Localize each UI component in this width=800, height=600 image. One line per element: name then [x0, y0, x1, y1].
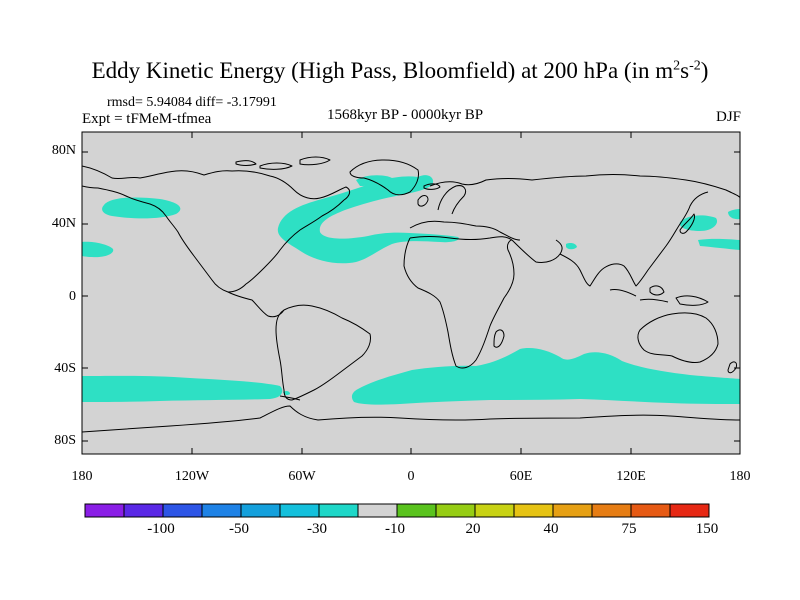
stats-text: rmsd= 5.94084 diff= -3.17991 — [107, 95, 277, 110]
colorbar-box — [162, 503, 203, 518]
lon-label: 60W — [288, 469, 316, 484]
season-label: DJF — [715, 109, 741, 125]
colorbar-label: -30 — [307, 521, 327, 537]
colorbar-label: -10 — [385, 521, 405, 537]
lat-label: 0 — [69, 289, 76, 304]
colorbar-box — [669, 503, 710, 518]
colorbar-box — [396, 503, 437, 518]
coastlines — [82, 156, 740, 433]
colorbar-box — [552, 503, 593, 518]
lon-label: 60E — [509, 469, 533, 484]
colorbar-label: -50 — [229, 521, 249, 537]
lon-label: 120W — [174, 469, 210, 484]
colorbar-box — [630, 503, 671, 518]
colorbar-box — [513, 503, 554, 518]
colorbar-box — [591, 503, 632, 518]
colorbar-box — [279, 503, 320, 518]
colorbar-box — [474, 503, 515, 518]
lat-label: 40N — [51, 216, 76, 231]
lon-label: 180 — [729, 469, 751, 484]
colorbar-label: 75 — [621, 521, 637, 537]
colorbar-box — [318, 503, 359, 518]
colorbar-box — [435, 503, 476, 518]
anomaly-shading — [82, 175, 740, 405]
lat-label: 80N — [51, 143, 76, 158]
colorbar-box — [123, 503, 164, 518]
plot-title: Eddy Kinetic Energy (High Pass, Bloomfie… — [91, 58, 709, 83]
colorbar-label: 20 — [465, 521, 481, 537]
lon-label: 120E — [616, 469, 646, 484]
lat-label: 40S — [54, 361, 76, 376]
axis-ticks — [81, 132, 741, 454]
colorbar-box — [84, 503, 125, 518]
colorbar-label: 40 — [543, 521, 559, 537]
experiment-label: Expt = tFMeM-tfmea — [82, 111, 212, 127]
lon-label: 180 — [71, 469, 93, 484]
colorbar-box — [357, 503, 398, 518]
colorbar-box — [240, 503, 281, 518]
lon-label: 0 — [407, 469, 415, 484]
colorbar-label: -100 — [147, 521, 175, 537]
lat-label: 80S — [54, 433, 76, 448]
period-label: 1568kyr BP - 0000kyr BP — [326, 107, 484, 123]
colorbar — [84, 503, 710, 518]
colorbar-label: 150 — [695, 521, 719, 537]
colorbar-box — [201, 503, 242, 518]
